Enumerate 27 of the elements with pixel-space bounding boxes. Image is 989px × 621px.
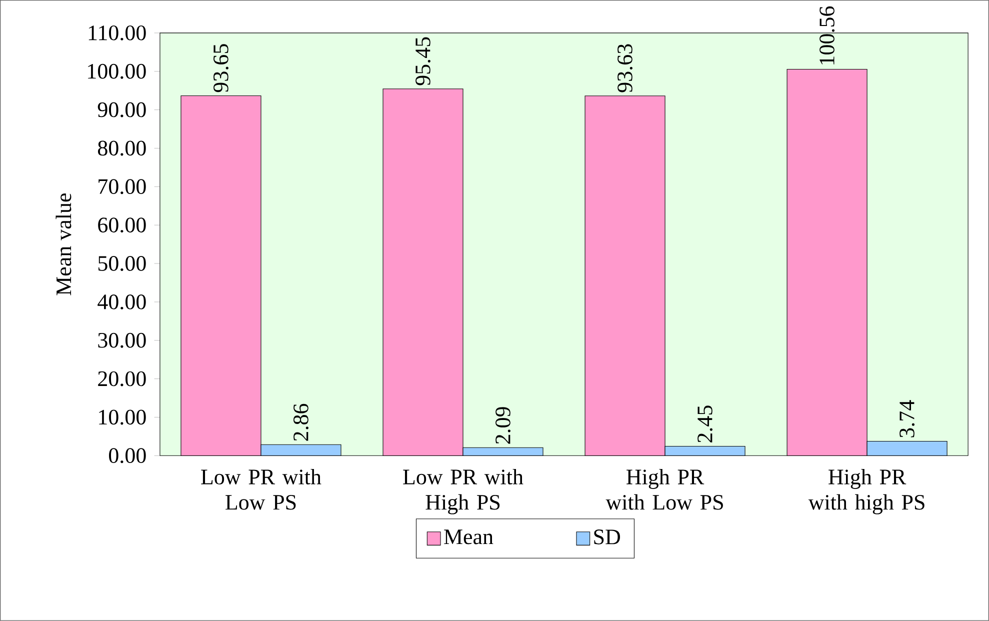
y-tick-label: 100.00 bbox=[88, 64, 146, 79]
y-tick-label: 60.00 bbox=[98, 218, 146, 233]
y-tick-label: 10.00 bbox=[99, 410, 146, 425]
data-label: 2.86 bbox=[293, 404, 308, 441]
data-label: 100.56 bbox=[820, 6, 835, 64]
y-tick-label: 30.00 bbox=[98, 332, 146, 348]
y-tick-label: 20.00 bbox=[98, 371, 146, 386]
y-tick-label: 50.00 bbox=[98, 256, 146, 272]
x-tick-label: High PR with high PS bbox=[808, 468, 924, 514]
data-label: 95.45 bbox=[416, 37, 430, 86]
data-label: 3.74 bbox=[900, 400, 914, 438]
data-label: 2.09 bbox=[496, 407, 510, 444]
data-label: 2.45 bbox=[698, 406, 712, 442]
data-label: 93.63 bbox=[618, 44, 632, 92]
x-tick-label: High PR with Low PS bbox=[606, 468, 723, 510]
data-label: 93.65 bbox=[214, 44, 228, 92]
y-axis-title: Mean value bbox=[56, 193, 72, 296]
y-tick-label: 0.00 bbox=[109, 448, 146, 464]
y-tick-label: 110.00 bbox=[88, 25, 146, 40]
legend-label: SD bbox=[594, 530, 620, 544]
y-tick-label: 80.00 bbox=[98, 140, 146, 156]
y-tick-label: 40.00 bbox=[98, 294, 146, 310]
y-tick-label: 70.00 bbox=[98, 179, 146, 194]
legend-label: Mean bbox=[444, 530, 494, 544]
x-tick-label: Low PR with Low PS bbox=[201, 468, 322, 510]
y-tick-label: 90.00 bbox=[98, 102, 146, 118]
x-tick-label: Low PR with High PS bbox=[403, 468, 524, 514]
